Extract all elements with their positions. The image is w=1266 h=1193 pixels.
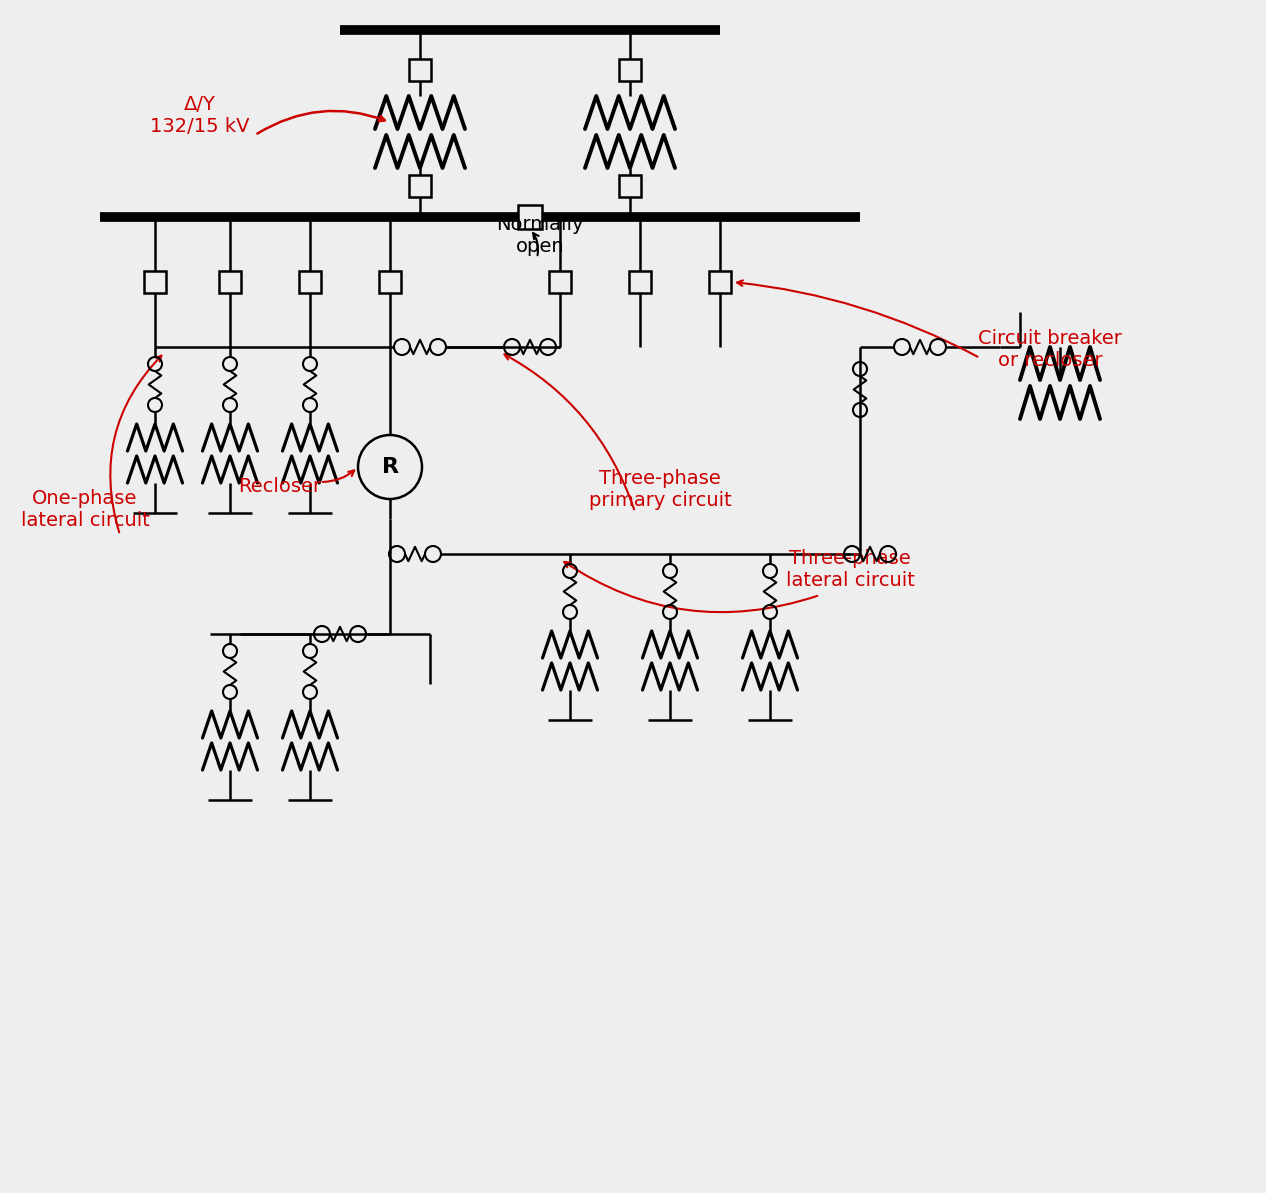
Text: Three-phase
lateral circuit: Three-phase lateral circuit — [786, 550, 914, 591]
Bar — [709, 271, 730, 293]
Bar — [409, 175, 430, 197]
Text: Three-phase
primary circuit: Three-phase primary circuit — [589, 470, 732, 511]
Bar — [299, 271, 322, 293]
Text: R: R — [381, 457, 399, 477]
Bar — [379, 271, 401, 293]
Bar — [144, 271, 166, 293]
Bar — [409, 58, 430, 81]
Text: Δ/Y
132/15 kV: Δ/Y 132/15 kV — [151, 94, 249, 136]
Text: Circuit breaker
or recloser: Circuit breaker or recloser — [979, 329, 1122, 371]
Bar — [518, 205, 542, 229]
Text: One-phase
lateral circuit: One-phase lateral circuit — [20, 489, 149, 531]
Bar — [619, 58, 641, 81]
Text: Recloser: Recloser — [238, 477, 322, 496]
Bar — [219, 271, 241, 293]
Text: Normally
open: Normally open — [496, 215, 584, 255]
Bar — [549, 271, 571, 293]
Bar — [629, 271, 651, 293]
Bar — [619, 175, 641, 197]
